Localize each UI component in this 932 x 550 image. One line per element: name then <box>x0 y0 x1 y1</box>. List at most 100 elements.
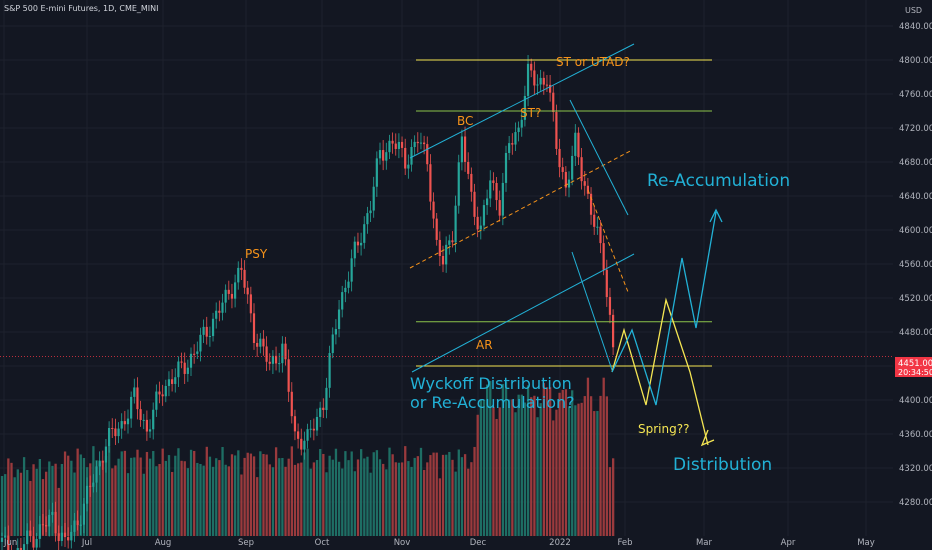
candle <box>79 524 82 526</box>
candle <box>574 132 577 156</box>
candle <box>319 407 322 417</box>
volume-bar <box>240 474 243 536</box>
candle <box>341 292 344 310</box>
candle <box>45 525 48 527</box>
volume-bar <box>249 453 253 536</box>
candle <box>252 313 256 343</box>
volume-bar <box>404 446 407 536</box>
candle <box>243 269 246 288</box>
candle <box>76 520 79 526</box>
candle <box>539 77 542 85</box>
volume-bar <box>593 411 596 536</box>
volume-bar <box>388 447 391 536</box>
volume-bar <box>375 450 379 536</box>
current-price-badge[interactable]: 4451.00 20:34:50 <box>895 357 932 377</box>
volume-bar <box>508 399 511 536</box>
candle <box>0 537 4 542</box>
volume-bar <box>602 377 605 536</box>
candle <box>95 466 98 483</box>
candle <box>211 318 215 337</box>
volume-bar <box>558 392 561 536</box>
candle <box>448 240 451 245</box>
trend-down <box>569 99 629 216</box>
candle <box>602 243 605 270</box>
volume-bar <box>325 472 328 536</box>
candle <box>334 329 337 335</box>
candle <box>161 394 164 397</box>
candle <box>117 428 120 437</box>
volume-bar <box>445 454 448 536</box>
volume-bar <box>63 451 67 536</box>
volume-bar <box>139 457 142 536</box>
volume-bar <box>514 412 517 536</box>
candle <box>193 353 196 355</box>
candle <box>57 533 60 541</box>
candle <box>262 338 265 347</box>
candle <box>259 338 262 347</box>
volume-bar <box>438 478 442 536</box>
price-axis[interactable]: 4280.004320.004360.004400.004440.004480.… <box>899 22 932 508</box>
volume-bar <box>7 458 10 536</box>
volume-bar <box>479 399 482 536</box>
candle <box>416 141 419 144</box>
candle <box>413 141 416 148</box>
candle <box>495 182 498 201</box>
candle <box>511 143 514 145</box>
candle <box>234 282 237 299</box>
volume-bar <box>70 460 73 536</box>
volume-bar <box>315 460 319 536</box>
candle <box>577 132 580 158</box>
price-tick-label: 4640.00 <box>899 192 932 202</box>
candle <box>265 346 268 362</box>
volume-bar <box>202 465 205 536</box>
candle <box>60 532 63 541</box>
candle <box>514 132 517 145</box>
candle <box>26 530 29 545</box>
volume-bar <box>492 406 495 536</box>
time-axis[interactable]: Jun Jul Aug Sep Oct Nov Dec 2022 Feb Mar Apr May <box>3 538 875 548</box>
volume-bar <box>259 451 262 536</box>
candle <box>315 416 319 431</box>
volume-bar <box>303 452 306 536</box>
candle <box>605 269 608 298</box>
volume-bar <box>574 405 577 536</box>
candle <box>19 547 22 550</box>
candle <box>158 391 161 395</box>
label-bc: BC <box>457 114 473 128</box>
candle <box>369 210 372 214</box>
chart-title: S&P 500 E-mini Futures, 1D, CME_MINI <box>4 4 159 13</box>
volume-bar <box>262 454 265 536</box>
candle <box>353 241 356 259</box>
volume-bar <box>95 460 98 536</box>
candle <box>457 162 460 206</box>
candle <box>549 84 552 93</box>
candle <box>561 167 564 172</box>
candle <box>520 119 523 128</box>
volume-bar <box>152 451 155 536</box>
volume-bar <box>26 469 29 536</box>
candle <box>498 200 501 216</box>
candle <box>517 127 520 133</box>
volume-bar <box>284 466 287 536</box>
volume-bar <box>504 381 508 536</box>
volume-bar <box>530 397 533 536</box>
volume-bar <box>111 468 114 536</box>
candle <box>328 353 331 388</box>
arrow-reaccumulation <box>709 208 723 223</box>
volume-bar <box>552 420 555 536</box>
volume-bar <box>10 462 13 536</box>
price-tick-label: 4600.00 <box>899 226 932 236</box>
volume-bar <box>205 446 208 536</box>
candle <box>438 239 441 257</box>
volume-bar <box>523 402 527 536</box>
candle <box>205 326 208 337</box>
candle <box>473 191 476 217</box>
volume-bar <box>221 447 224 536</box>
candle <box>309 428 312 430</box>
candle <box>492 180 495 183</box>
volume-bar <box>45 471 48 536</box>
volume-bar <box>526 385 530 536</box>
volume-bars <box>0 377 615 536</box>
candle <box>331 334 334 354</box>
